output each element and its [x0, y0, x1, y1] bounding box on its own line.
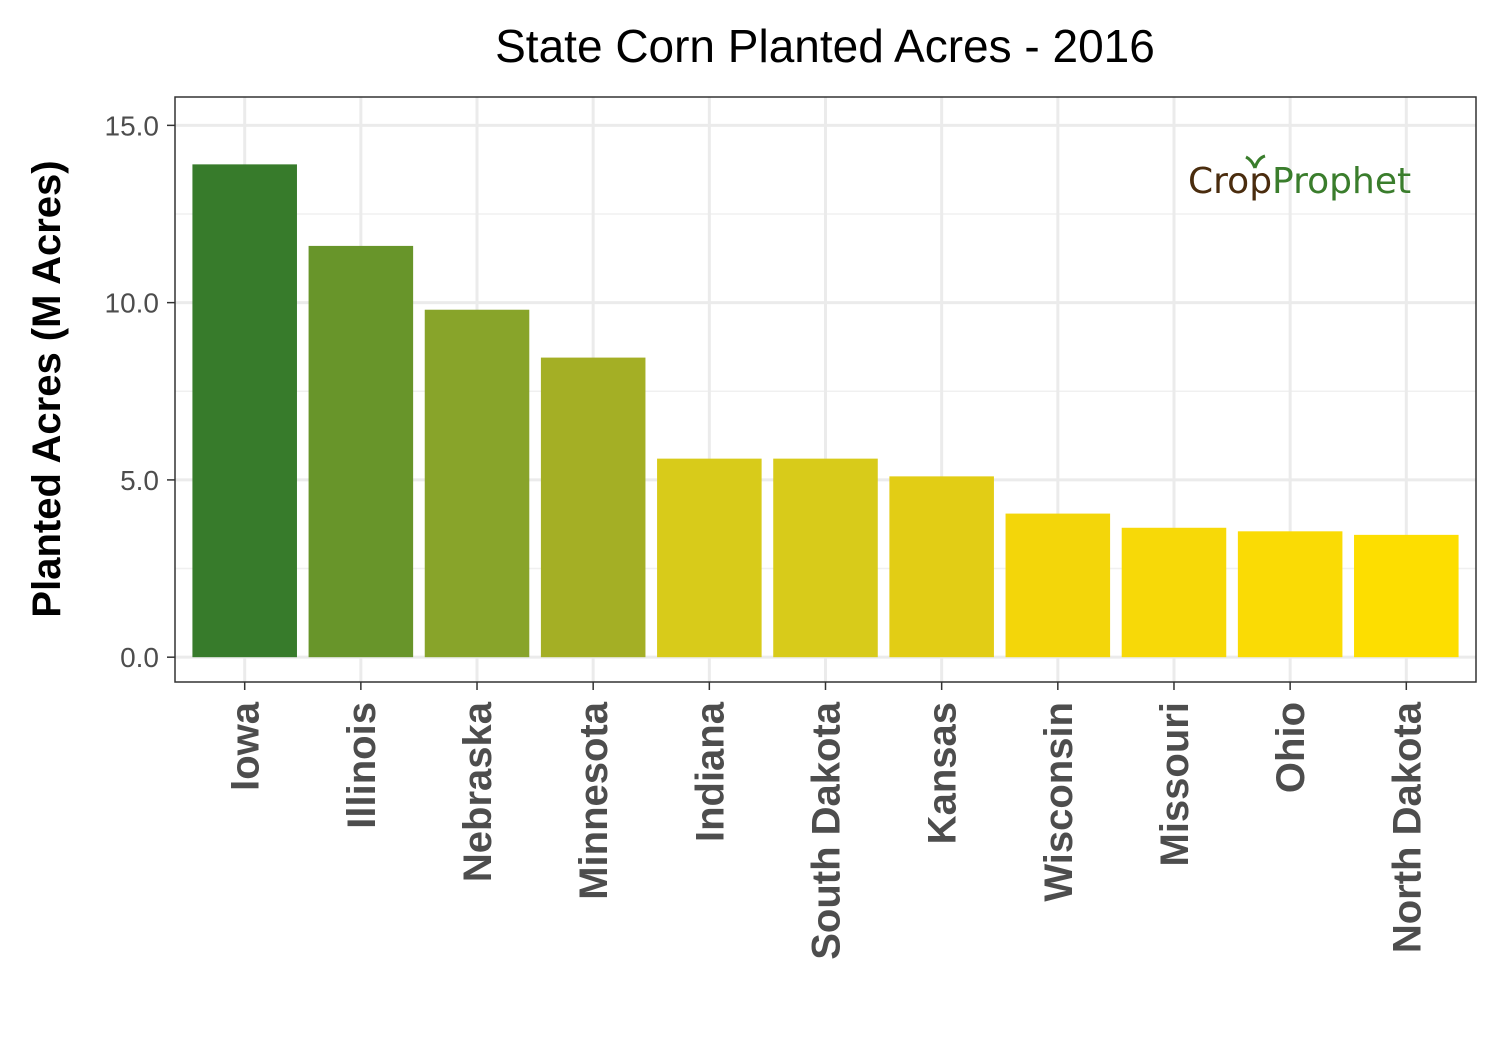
x-tick-label: North Dakota — [1385, 701, 1429, 953]
bar — [424, 309, 530, 658]
bar — [1005, 513, 1111, 658]
bar — [1354, 534, 1459, 658]
y-axis-ticks: 0.0 5.0 10.0 15.0 — [105, 110, 175, 673]
y-tick-label: 15.0 — [105, 110, 160, 141]
cropprophet-logo: CropProphet — [1188, 154, 1411, 202]
logo-seed-o: o — [1227, 161, 1249, 202]
bar — [1121, 527, 1227, 658]
chart-title: State Corn Planted Acres - 2016 — [495, 20, 1155, 72]
logo-text-prophet: Prophet — [1272, 161, 1411, 202]
x-tick-label: Wisconsin — [1037, 702, 1081, 902]
x-tick-label: Nebraska — [456, 701, 500, 882]
x-tick-label: Minnesota — [572, 701, 616, 900]
sprout-icon — [1245, 154, 1266, 169]
bar — [308, 245, 414, 658]
y-tick-label: 5.0 — [120, 465, 159, 496]
bar — [657, 458, 762, 658]
bar — [540, 357, 646, 658]
bar — [192, 164, 297, 658]
x-tick-label: Indiana — [688, 701, 732, 842]
bar — [889, 476, 994, 658]
y-axis-label: Planted Acres (M Acres) — [25, 160, 69, 617]
logo-text-crop-part2: p — [1249, 161, 1272, 202]
y-tick-label: 10.0 — [105, 288, 160, 319]
x-tick-label: Iowa — [224, 701, 268, 791]
logo-wordmark: CropProphet — [1188, 161, 1411, 202]
bar — [773, 458, 878, 658]
bars — [192, 164, 1459, 658]
y-tick-label: 0.0 — [120, 642, 159, 673]
logo-text-crop-part1: Cr — [1188, 161, 1228, 202]
x-axis-ticks: Iowa Illinois Nebraska Minnesota Indiana Sout… — [224, 682, 1429, 960]
x-tick-label: South Dakota — [805, 701, 849, 960]
bar — [1237, 531, 1343, 658]
x-tick-label: Kansas — [921, 702, 965, 844]
x-tick-label: Illinois — [340, 702, 384, 829]
x-tick-label: Missouri — [1153, 702, 1197, 866]
x-tick-label: Ohio — [1269, 702, 1313, 793]
